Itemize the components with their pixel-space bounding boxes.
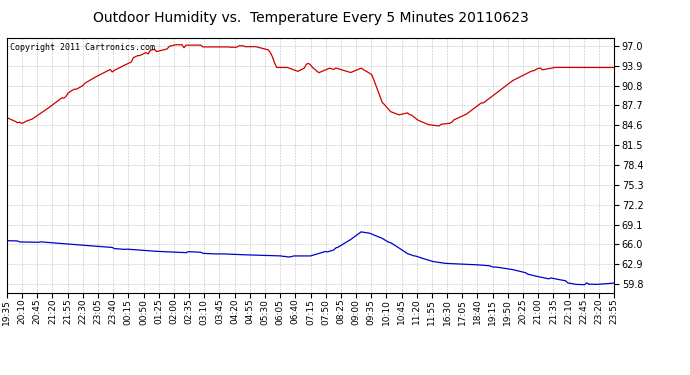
Text: Copyright 2011 Cartronics.com: Copyright 2011 Cartronics.com	[10, 43, 155, 52]
Text: Outdoor Humidity vs.  Temperature Every 5 Minutes 20110623: Outdoor Humidity vs. Temperature Every 5…	[92, 11, 529, 25]
